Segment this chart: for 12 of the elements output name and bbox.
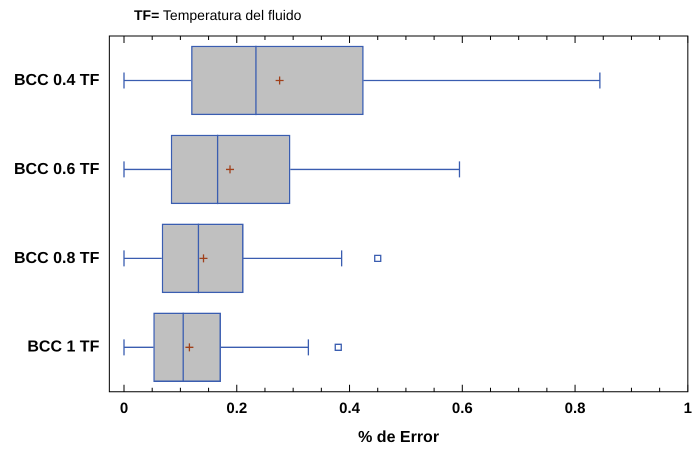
x-axis-title: % de Error — [358, 428, 440, 446]
x-tick-label: 0.6 — [452, 400, 473, 417]
x-tick-label: 0.8 — [564, 400, 586, 417]
chart-title: TF= Temperatura del fluido — [134, 7, 302, 23]
x-tick-label: 0.4 — [339, 400, 361, 417]
y-tick-label: BCC 1 TF — [27, 338, 100, 356]
x-tick-label: 0.2 — [226, 400, 248, 417]
y-tick-label: BCC 0.8 TF — [14, 250, 100, 267]
y-tick-label: BCC 0.6 TF — [14, 160, 100, 178]
y-tick-label: BCC 0.4 TF — [14, 72, 100, 89]
x-tick-label: 1 — [684, 400, 692, 417]
x-tick-label: 0 — [120, 400, 128, 417]
